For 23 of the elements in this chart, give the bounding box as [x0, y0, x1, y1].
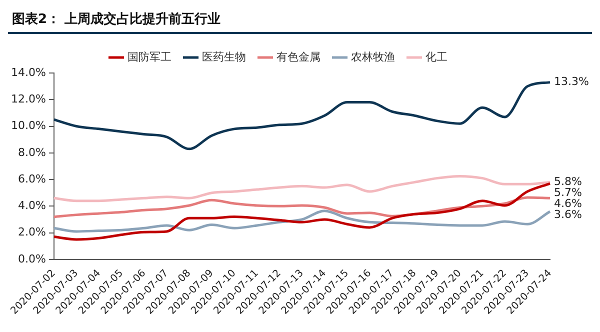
y-tick-label: 14.0%: [10, 66, 46, 79]
legend-label: 有色金属: [276, 50, 320, 64]
y-tick-label: 4.0%: [18, 199, 46, 212]
annotation: 5.8%: [554, 175, 582, 188]
annotation: 5.7%: [554, 186, 582, 200]
chart-title: 图表2： 上周成交占比提升前五行业: [8, 8, 592, 34]
y-tick-label: 8.0%: [18, 146, 46, 159]
line-series: [52, 81, 552, 150]
y-tick-label: 2.0%: [18, 226, 46, 239]
legend-label: 医药生物: [202, 50, 246, 64]
legend-label: 国防军工: [127, 50, 172, 64]
line-series: [52, 210, 552, 233]
annotation: 3.6%: [554, 208, 582, 222]
y-tick-label: 12.0%: [10, 92, 46, 106]
legend-label: 化工: [425, 50, 448, 64]
y-tick-label: 10.0%: [10, 119, 46, 132]
legend-label: 农林牧渔: [350, 50, 395, 64]
line-series: [52, 174, 552, 202]
y-tick-label: 0.0%: [18, 252, 46, 266]
annotation: 13.3%: [554, 75, 589, 88]
line-series: [52, 182, 552, 241]
y-tick-label: 6.0%: [18, 172, 46, 186]
annotation: 4.6%: [554, 197, 582, 210]
